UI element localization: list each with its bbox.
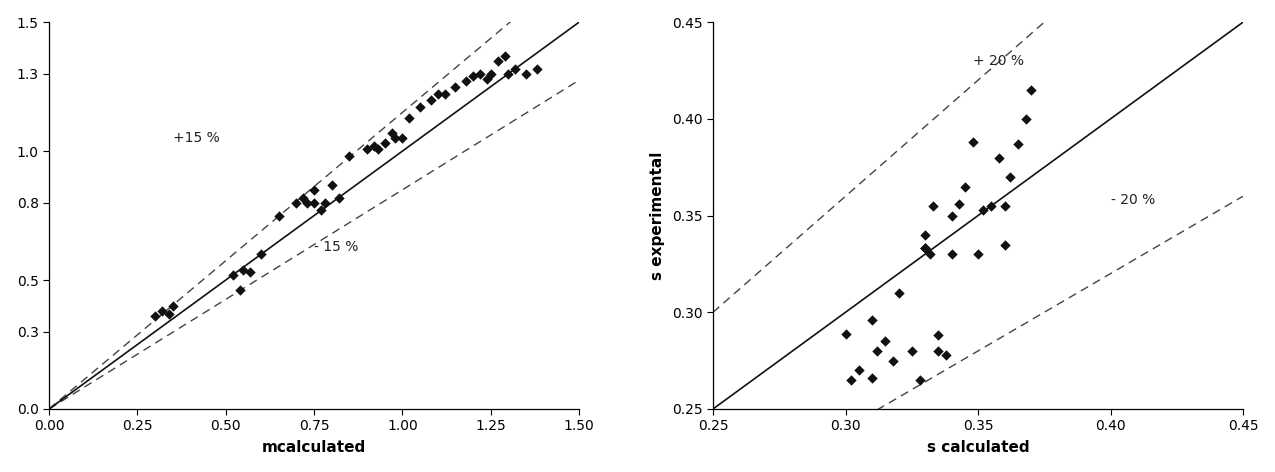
- Point: [427, 91, 448, 98]
- Point: [941, 251, 961, 258]
- Point: [481, 70, 501, 77]
- Point: [928, 332, 949, 339]
- Point: [968, 251, 988, 258]
- Point: [875, 337, 895, 345]
- Point: [835, 330, 856, 337]
- Point: [303, 199, 324, 206]
- Point: [840, 376, 861, 384]
- Point: [445, 83, 465, 91]
- Point: [251, 251, 272, 258]
- Point: [421, 96, 441, 103]
- Point: [915, 244, 936, 252]
- Point: [367, 145, 388, 152]
- Point: [162, 302, 182, 310]
- Point: [230, 287, 250, 294]
- Point: [269, 212, 289, 219]
- Point: [329, 194, 349, 201]
- Point: [921, 251, 941, 258]
- Point: [152, 307, 172, 315]
- Point: [909, 376, 929, 384]
- Point: [385, 135, 405, 142]
- Point: [223, 271, 244, 278]
- Point: [435, 91, 455, 98]
- Y-axis label: s experimental: s experimental: [650, 152, 666, 280]
- Text: +15 %: +15 %: [172, 131, 219, 145]
- Point: [989, 154, 1010, 161]
- Text: - 20 %: - 20 %: [1111, 193, 1155, 207]
- Point: [963, 138, 983, 146]
- Point: [884, 357, 904, 364]
- X-axis label: s calculated: s calculated: [927, 440, 1029, 455]
- Point: [936, 351, 956, 359]
- Point: [463, 73, 483, 80]
- Point: [505, 65, 525, 72]
- Point: [915, 244, 936, 252]
- Point: [849, 367, 870, 374]
- Point: [286, 199, 306, 206]
- Point: [516, 70, 537, 77]
- Point: [159, 310, 180, 317]
- Point: [321, 181, 342, 188]
- Point: [399, 114, 419, 121]
- Point: [862, 374, 882, 382]
- Point: [973, 206, 993, 213]
- Point: [1007, 140, 1028, 148]
- Point: [994, 202, 1015, 210]
- Point: [1000, 173, 1020, 181]
- Point: [915, 244, 936, 252]
- Text: - 15 %: - 15 %: [314, 239, 358, 253]
- Point: [303, 186, 324, 194]
- Point: [901, 347, 922, 355]
- Point: [375, 140, 395, 147]
- Point: [923, 202, 944, 210]
- Point: [240, 269, 260, 276]
- Point: [487, 57, 507, 65]
- Point: [357, 145, 377, 152]
- Point: [393, 135, 413, 142]
- Text: + 20 %: + 20 %: [973, 54, 1024, 68]
- Point: [456, 78, 477, 85]
- Point: [470, 70, 491, 77]
- Point: [955, 183, 975, 190]
- Point: [867, 347, 887, 355]
- X-axis label: mcalculated: mcalculated: [261, 440, 366, 455]
- Point: [950, 200, 970, 208]
- Point: [941, 212, 961, 219]
- Point: [1021, 86, 1042, 93]
- Point: [994, 241, 1015, 248]
- Point: [862, 316, 882, 324]
- Point: [311, 207, 332, 214]
- Point: [477, 75, 497, 83]
- Point: [409, 103, 430, 111]
- Point: [315, 199, 335, 206]
- Point: [381, 129, 402, 137]
- Point: [233, 266, 254, 273]
- Point: [145, 312, 166, 320]
- Point: [339, 152, 360, 160]
- Point: [363, 142, 384, 150]
- Point: [980, 202, 1001, 210]
- Point: [889, 289, 909, 297]
- Point: [495, 52, 515, 59]
- Point: [527, 65, 547, 72]
- Point: [1015, 115, 1035, 123]
- Point: [928, 347, 949, 355]
- Point: [293, 194, 314, 201]
- Point: [915, 231, 936, 239]
- Point: [297, 199, 317, 206]
- Point: [499, 70, 519, 77]
